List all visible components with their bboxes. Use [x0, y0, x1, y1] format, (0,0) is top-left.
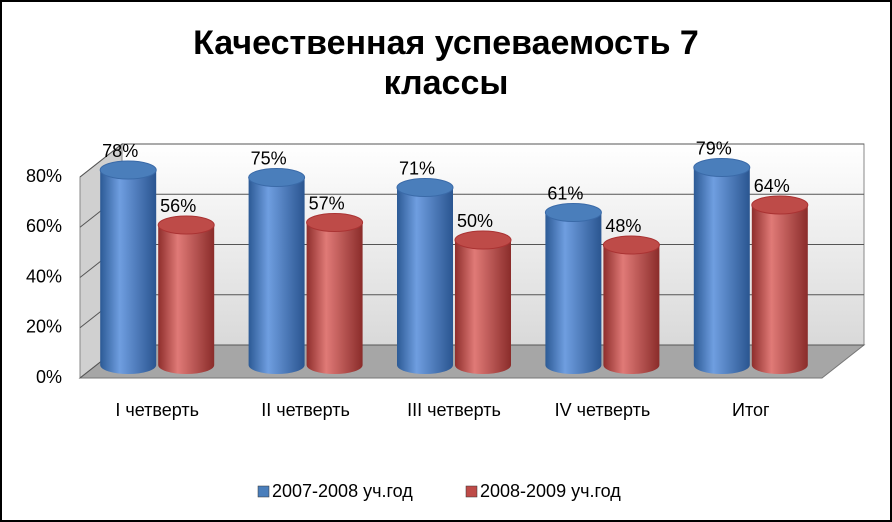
y-tick-label: 60% [26, 216, 62, 236]
chart-title: Качественная успеваемость 7 классы [193, 24, 699, 102]
value-label: 48% [605, 216, 641, 236]
y-tick-label: 0% [36, 367, 62, 387]
x-tick-label: III четверть [407, 400, 501, 420]
y-tick-label: 40% [26, 266, 62, 286]
bar [158, 225, 215, 374]
bar [455, 240, 511, 374]
x-tick-label: IV четверть [555, 400, 651, 420]
value-label: 79% [696, 138, 732, 158]
bar-top [454, 230, 512, 250]
plot-area: 0% 20% 40% 60% 80% I четверть 78% 56% II четверт… [26, 138, 866, 501]
value-label: 75% [251, 148, 287, 168]
y-tick-label: 20% [26, 317, 62, 337]
bar-top [751, 195, 809, 215]
legend-label: 2008-2009 уч.год [480, 481, 621, 501]
value-label: 71% [399, 158, 435, 178]
bar-top [99, 160, 157, 180]
bar-top [544, 203, 602, 222]
legend-swatch [465, 485, 478, 498]
value-label: 78% [102, 141, 138, 161]
bar-top [396, 178, 454, 197]
bar-top [306, 213, 364, 232]
legend-swatch [257, 485, 270, 498]
bar-top [248, 168, 306, 187]
bar-top [602, 235, 660, 255]
x-tick-label: I четверть [115, 400, 199, 420]
bar [248, 177, 305, 374]
bar [545, 212, 602, 374]
bar-top [157, 215, 215, 235]
bar [693, 167, 750, 374]
legend-label: 2007-2008 уч.год [272, 481, 413, 501]
bar [603, 245, 660, 374]
bar [100, 170, 157, 374]
value-label: 64% [754, 176, 790, 196]
value-label: 57% [309, 193, 345, 213]
y-tick-label: 80% [26, 166, 62, 186]
x-tick-label: II четверть [261, 400, 350, 420]
bar [751, 205, 808, 374]
value-label: 56% [160, 196, 196, 216]
value-label: 50% [457, 211, 493, 231]
bar [306, 222, 363, 374]
bar-top [693, 158, 751, 177]
value-label: 61% [547, 183, 583, 203]
grid-line [79, 143, 864, 178]
bar [397, 187, 453, 374]
x-tick-label: Итог [732, 400, 770, 420]
